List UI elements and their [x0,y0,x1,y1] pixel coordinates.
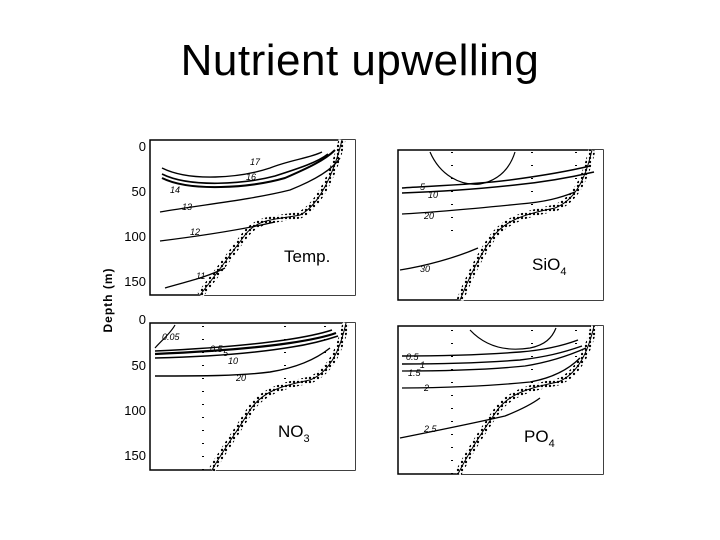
tick-label: 50 [132,184,146,199]
y-ticks-top: 0 50 100 150 [124,139,146,289]
tick-label: 0 [139,139,146,154]
contour-label: 5 [223,348,229,358]
panel-label-po4: PO4 [524,427,555,450]
panel-label-temp: Temp. [284,247,330,266]
panel-sio4: 5 10 20 30 SiO4 [397,149,604,302]
contour-label: 0.5 [210,344,224,354]
panel-label-subscript: 4 [549,438,555,450]
contour-label: 11 [196,271,205,281]
panel-label-no3: NO3 [278,422,310,445]
contour-label: 30 [420,264,430,274]
contour-label: 2.5 [423,424,438,434]
contour-label: 17 [250,157,261,167]
panel-label-sio4: SiO4 [532,255,566,278]
contour-label: 5 [420,182,426,192]
contour-label: 16 [246,172,256,182]
tick-label: 150 [124,448,146,463]
contour-label: 2 [423,383,429,393]
tick-label: 50 [132,358,146,373]
tick-label: 100 [124,229,146,244]
contour-label: 14 [170,185,180,195]
panel-temp: 17 16 14 13 12 11 Temp. [149,139,356,298]
tick-label: 100 [124,403,146,418]
panel-po4: 0.5 1 1.5 2 2.5 PO4 [397,325,604,476]
tick-label: 150 [124,274,146,289]
tick-label: 0 [139,312,146,327]
panel-label-main: NO [278,422,304,441]
contour-label: 20 [235,373,246,383]
contour-label: 1.5 [408,368,422,378]
contour-label: 13 [182,202,192,212]
slide-title: Nutrient upwelling [180,36,540,85]
contour-label: 12 [190,227,200,237]
contour-label: 0.05 [162,332,181,342]
panel-label-main: PO [524,427,549,446]
panel-label-subscript: 3 [304,433,310,445]
contour-label: 0.5 [406,352,420,362]
panel-no3: 0.05 0.5 5 10 20 NO3 [149,322,356,472]
panel-label-main: SiO [532,255,560,274]
contour-label: 10 [428,190,438,200]
contour-label: 20 [423,211,434,221]
contour-label: 1 [420,360,425,370]
contour-label: 10 [228,356,238,366]
y-ticks-bottom: 0 50 100 150 [124,312,146,463]
y-axis-label: Depth (m) [101,268,115,333]
panel-label-subscript: 4 [560,266,566,278]
